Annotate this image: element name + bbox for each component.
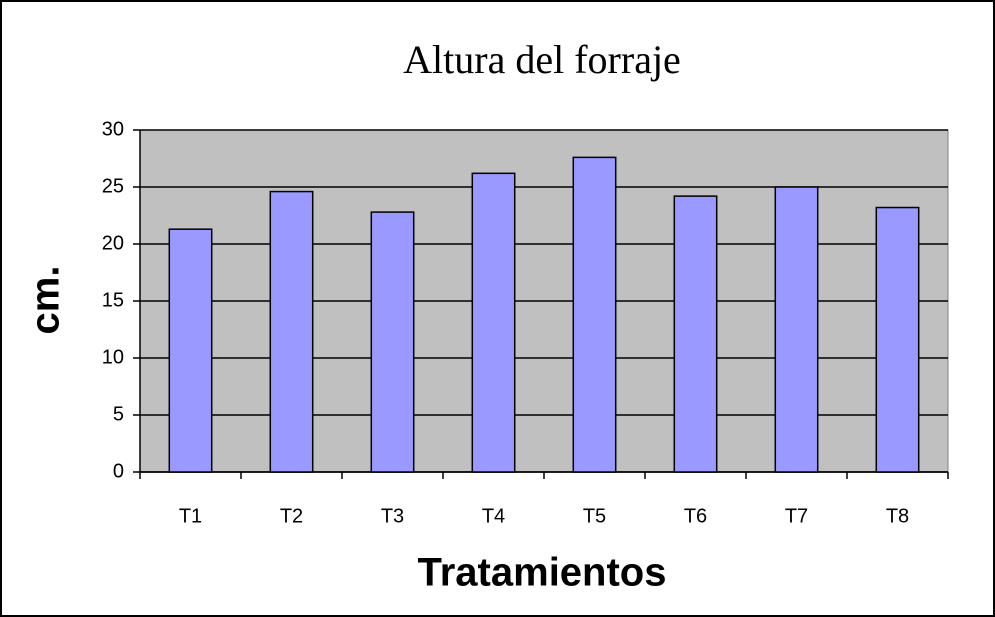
x-tick-label: T8 xyxy=(886,505,909,527)
y-tick-label: 10 xyxy=(102,346,124,368)
bar xyxy=(774,186,819,473)
x-tick-label: T3 xyxy=(381,505,404,527)
chart-title: Altura del forraje xyxy=(403,37,681,82)
bar xyxy=(168,228,213,473)
bar xyxy=(370,211,415,473)
bar xyxy=(471,172,516,473)
bar xyxy=(673,195,718,473)
x-axis-title: Tratamientos xyxy=(418,551,667,595)
x-tick-label: T2 xyxy=(280,505,303,527)
y-tick-label: 5 xyxy=(113,403,124,425)
bar xyxy=(875,206,920,473)
bar xyxy=(572,156,617,473)
x-tick-label: T1 xyxy=(179,505,202,527)
x-tick-label: T5 xyxy=(583,505,606,527)
y-tick-label: 0 xyxy=(113,460,124,482)
x-tick-label: T6 xyxy=(684,505,707,527)
y-tick-label: 25 xyxy=(102,175,124,197)
y-tick-label: 30 xyxy=(102,118,124,140)
y-tick-label: 20 xyxy=(102,232,124,254)
bar xyxy=(269,190,314,473)
y-axis-title: cm. xyxy=(24,266,68,335)
x-tick-label: T4 xyxy=(482,505,505,527)
x-tick-label: T7 xyxy=(785,505,808,527)
y-tick-label: 15 xyxy=(102,289,124,311)
